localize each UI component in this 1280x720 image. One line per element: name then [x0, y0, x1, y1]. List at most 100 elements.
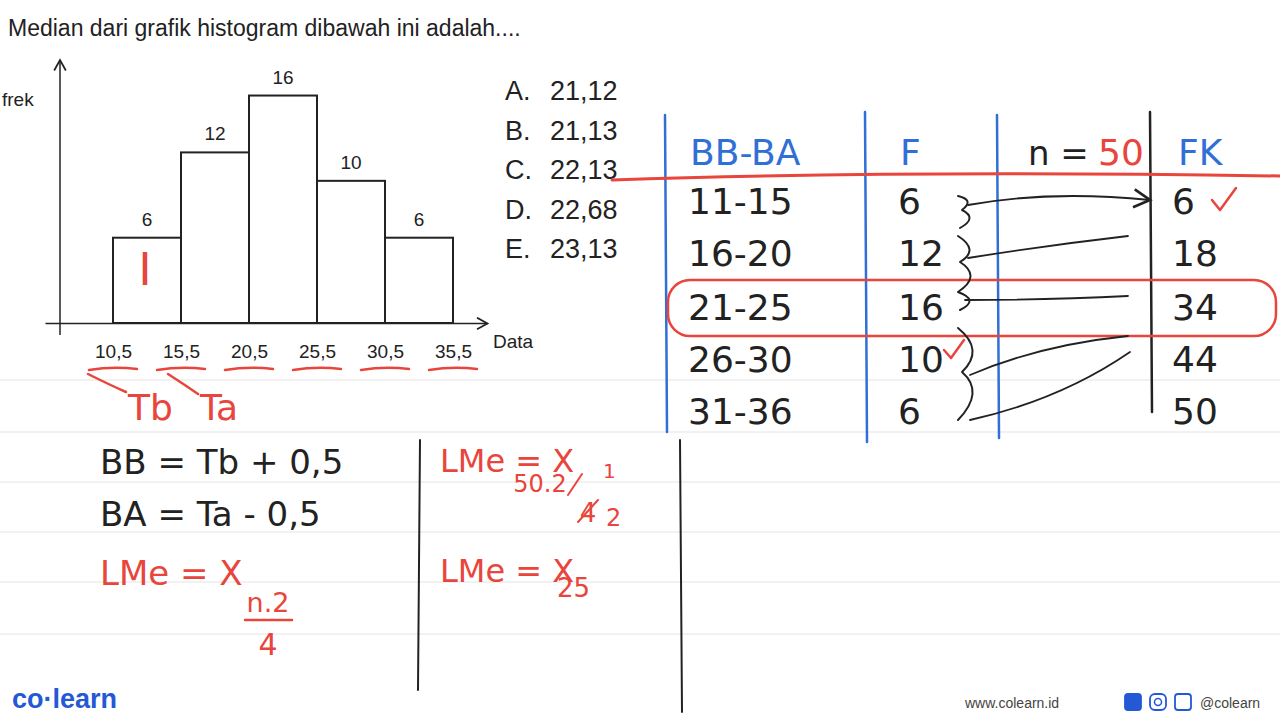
check: [944, 340, 964, 358]
x-axis: 10,5 15,5 20,5 25,5 30,5 35,5: [46, 323, 488, 362]
annotation: I: [139, 244, 152, 295]
table-rule: [1150, 112, 1152, 412]
x-tick-label: 25,5: [299, 341, 336, 362]
table-cell: 26-30: [688, 339, 793, 380]
bar: [385, 238, 453, 323]
social-icon: [1175, 694, 1191, 710]
y-axis-line: [59, 60, 61, 335]
y-axis-title: frek: [2, 89, 34, 110]
table-cell: 16: [898, 287, 944, 328]
underline: [293, 368, 341, 370]
x-tick: 35,5: [435, 323, 472, 362]
annotations: I Tb Ta: [88, 244, 477, 428]
table-cell: 16-20: [688, 233, 793, 274]
bar: [249, 96, 317, 323]
note: BA = Ta - 0,5: [100, 494, 321, 534]
ruled-lines: [0, 380, 1280, 634]
option-text: 21,13: [550, 116, 618, 146]
divider: [680, 440, 682, 712]
option-letter: C.: [505, 155, 532, 185]
x-tick: 25,5: [299, 323, 336, 362]
x-tick-label: 15,5: [163, 341, 200, 362]
option-text: 22,68: [550, 195, 618, 225]
underline: [429, 368, 477, 370]
data-label: 10: [340, 152, 361, 173]
work-denominator: 4: [580, 498, 597, 528]
page: Median dari grafik histogram dibawah ini…: [0, 0, 1280, 720]
header-rule: [612, 174, 1280, 180]
bar: [113, 238, 181, 323]
annotation: Tb: [127, 387, 173, 428]
work-fix: 2: [606, 504, 621, 532]
underline: [89, 368, 137, 370]
table-cell: 6: [898, 391, 921, 432]
x-tick: 20,5: [231, 323, 268, 362]
option-text: 23,13: [550, 234, 618, 264]
pointer: [168, 374, 198, 394]
bars: [113, 96, 453, 323]
note: BB = Tb + 0,5: [100, 442, 343, 482]
divider: [418, 440, 420, 690]
strike: [568, 474, 582, 495]
x-tick-label: 20,5: [231, 341, 268, 362]
table-cell: 31-36: [688, 391, 793, 432]
option-letter: E.: [505, 234, 531, 264]
arrow: [968, 196, 1150, 205]
social-icon: [1155, 699, 1162, 706]
ruled-line: [0, 432, 1280, 433]
formula-numerator: n.2: [247, 587, 290, 618]
arrow: [968, 236, 1128, 258]
table-cell: 34: [1172, 287, 1218, 328]
option-letter: B.: [505, 116, 531, 146]
option-text: 22,13: [550, 155, 618, 185]
fraction-bar: [245, 619, 292, 622]
table-cell: 18: [1172, 233, 1218, 274]
table-header: F: [900, 132, 921, 173]
table-rule: [665, 115, 667, 432]
table: BB-BAFn =50FK11-156616-20121821-25163426…: [612, 112, 1280, 442]
table-cell: 6: [898, 181, 921, 222]
arrow: [970, 352, 1130, 420]
table-cell: 50: [1172, 391, 1218, 432]
work: LMe = X: [440, 552, 574, 590]
annotation: Ta: [199, 387, 238, 428]
underline: [157, 368, 205, 370]
table-header: FK: [1178, 132, 1224, 173]
highlight: [668, 280, 1276, 336]
y-axis: [60, 60, 61, 335]
table-cell: 44: [1172, 339, 1218, 380]
work-subscript: 25: [557, 573, 590, 603]
underline: [361, 368, 409, 370]
ruled-line: [0, 634, 1280, 635]
x-tick: 30,5: [367, 323, 404, 362]
x-axis-line: [46, 323, 488, 325]
table-cell: 10: [898, 339, 944, 380]
social-icon: [1125, 694, 1141, 710]
logo: co·learn: [12, 684, 117, 714]
x-tick-label: 35,5: [435, 341, 472, 362]
n-label: n =: [1028, 133, 1089, 173]
question: Median dari grafik histogram dibawah ini…: [8, 15, 521, 41]
handle: @colearn: [1200, 695, 1260, 711]
arrow: [965, 296, 1128, 300]
table-cell: 6: [1172, 181, 1195, 222]
option-text: 21,12: [550, 76, 618, 106]
table-header: BB-BA: [690, 132, 801, 173]
table-rule: [997, 115, 999, 438]
x-tick: 10,5: [95, 323, 132, 362]
footer: co·learnwww.colearn.id@colearn: [12, 684, 1260, 714]
ruled-line: [0, 380, 1280, 381]
table-cell: 21-25: [688, 287, 793, 328]
strike: [578, 500, 598, 522]
data-label: 16: [272, 67, 293, 88]
brace: [958, 236, 971, 310]
social-icon: [1150, 694, 1166, 710]
x-tick: 15,5: [163, 323, 200, 362]
n-value: 50: [1098, 132, 1144, 173]
data-label: 6: [142, 209, 153, 230]
brace: [958, 196, 970, 228]
notes: BB = Tb + 0,5BA = Ta - 0,5LMe = Xn.24LMe…: [100, 440, 682, 712]
work-fix: 1: [603, 459, 616, 483]
pointer: [88, 374, 126, 392]
formula-denominator: 4: [258, 627, 277, 662]
